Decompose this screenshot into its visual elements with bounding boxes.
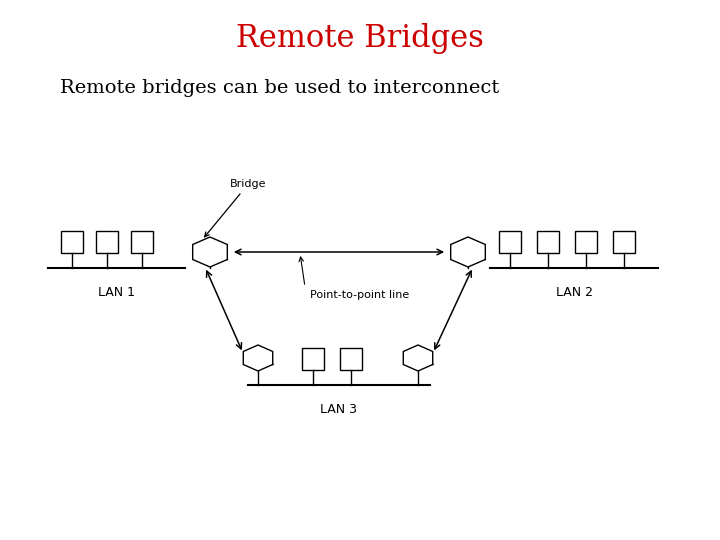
FancyBboxPatch shape	[613, 231, 635, 253]
FancyBboxPatch shape	[340, 348, 362, 370]
Text: Point-to-point line: Point-to-point line	[310, 290, 409, 300]
FancyBboxPatch shape	[575, 231, 597, 253]
Text: LAN 2: LAN 2	[556, 286, 593, 299]
Text: LAN 3: LAN 3	[320, 403, 358, 416]
Text: Remote bridges can be used to interconnect: Remote bridges can be used to interconne…	[60, 79, 499, 97]
FancyBboxPatch shape	[96, 231, 118, 253]
FancyBboxPatch shape	[537, 231, 559, 253]
Text: Bridge: Bridge	[204, 179, 266, 237]
Text: LAN 1: LAN 1	[98, 286, 135, 299]
FancyBboxPatch shape	[499, 231, 521, 253]
FancyBboxPatch shape	[131, 231, 153, 253]
FancyBboxPatch shape	[302, 348, 324, 370]
FancyBboxPatch shape	[61, 231, 83, 253]
Text: Remote Bridges: Remote Bridges	[236, 23, 484, 53]
